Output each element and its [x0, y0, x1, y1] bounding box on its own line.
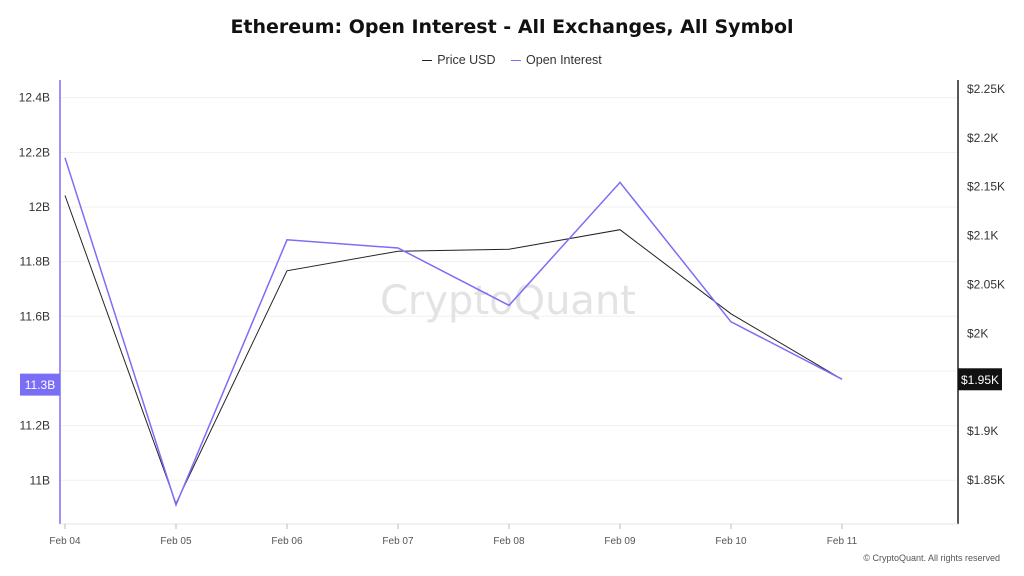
series-line-open-interest	[64, 157, 843, 508]
legend-item-open-interest[interactable]: Open Interest	[511, 53, 602, 67]
left-tick-label: 12.2B	[19, 145, 50, 159]
x-tick-label: Feb 04	[49, 536, 81, 547]
series-line-price-usd	[64, 195, 843, 505]
right-current-label: $1.95K	[961, 373, 999, 387]
left-current-badge	[20, 373, 60, 396]
x-tick-label: Feb 09	[604, 536, 636, 547]
legend-label-open-interest: Open Interest	[526, 53, 602, 68]
left-current-label: 11.3B	[25, 378, 55, 392]
x-tick-label: Feb 10	[715, 536, 747, 547]
watermark: CryptoQuant	[380, 278, 636, 324]
right-current-badge	[958, 368, 1002, 391]
legend-label-price: Price USD	[437, 53, 496, 68]
left-tick-label: 12.4B	[19, 91, 50, 105]
right-tick-label: $2.15K	[967, 180, 1005, 194]
right-tick-label: $1.85K	[967, 473, 1005, 487]
left-tick-label: 12B	[29, 200, 50, 214]
right-tick-label: $2K	[967, 326, 988, 340]
right-tick-label: $2.1K	[967, 229, 998, 243]
x-tick-label: Feb 11	[827, 536, 858, 547]
left-tick-label: 11.2B	[20, 419, 50, 433]
copyright: © CryptoQuant. All rights reserved	[863, 553, 1000, 563]
right-tick-label: $2.25K	[967, 82, 1005, 96]
x-tick-label: Feb 07	[382, 536, 414, 547]
left-tick-label: 11.8B	[20, 255, 50, 269]
legend-swatch-open-interest	[511, 59, 522, 61]
x-tick-label: Feb 05	[160, 536, 192, 547]
chart-title: Ethereum: Open Interest - All Exchanges,…	[230, 16, 794, 38]
right-tick-label: $2.2K	[967, 131, 998, 145]
x-tick-label: Feb 06	[271, 536, 303, 547]
left-tick-label: 11B	[30, 473, 50, 487]
legend-item-price[interactable]: Price USD	[422, 53, 496, 68]
legend: Price USD Open Interest	[0, 50, 1024, 67]
legend-swatch-price	[422, 59, 433, 61]
right-tick-label: $1.9K	[967, 424, 998, 438]
left-tick-label: 11.6B	[20, 309, 50, 323]
right-tick-label: $2.05K	[967, 277, 1005, 291]
x-tick-label: Feb 08	[493, 536, 525, 547]
